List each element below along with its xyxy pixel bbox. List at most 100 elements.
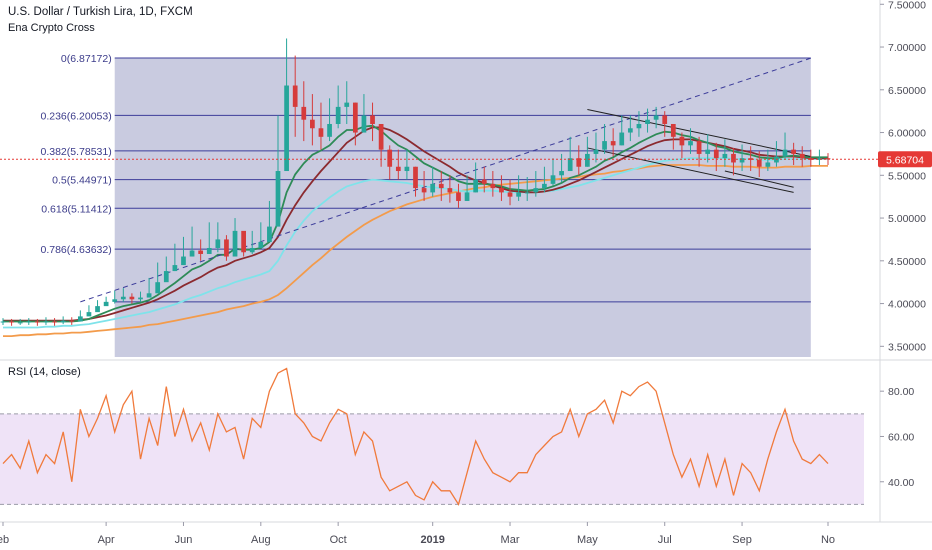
candle-body — [670, 123, 676, 137]
x-tick-label: eb — [0, 534, 9, 546]
candle-body — [550, 175, 556, 184]
candles — [0, 38, 831, 326]
candle-body — [421, 188, 427, 193]
candle-body — [318, 128, 324, 137]
candle-body — [593, 149, 599, 154]
fibonacci-retracement: 0(6.87172) 0.236(6.20053) 0.382(5.78531) 0.… — [40, 53, 811, 358]
candle-body — [395, 166, 401, 172]
candle-body — [335, 106, 341, 124]
candle-body — [533, 188, 539, 193]
candle-body — [542, 183, 547, 189]
candle-body — [9, 321, 14, 323]
candle-body — [782, 149, 788, 157]
candle-body — [739, 158, 745, 163]
candle-body — [404, 166, 410, 172]
candle-body — [344, 102, 350, 107]
candle-body — [378, 123, 384, 150]
fib-level-label: 0.236(6.20053) — [40, 110, 111, 122]
candle-body — [327, 123, 332, 137]
rsi-line — [2, 367, 829, 506]
x-tick-label: Oct — [330, 534, 347, 546]
candle-body — [292, 85, 298, 107]
rsi-pane-background — [0, 413, 864, 505]
candle-body — [688, 141, 693, 146]
rsi-tick-label: 60.00 — [888, 431, 914, 443]
price-tag-background — [878, 151, 932, 168]
candle-body — [602, 141, 607, 150]
rsi-tick-label: 40.00 — [888, 477, 914, 489]
x-tick-label: Jul — [658, 534, 672, 546]
y-tick-label: 5.50000 — [888, 170, 926, 182]
candle-body — [473, 179, 479, 193]
chart-title: U.S. Dollar / Turkish Lira, 1D, FXCM — [8, 6, 193, 18]
candle-body — [627, 128, 633, 133]
candle-body — [722, 153, 728, 159]
candle-body — [86, 312, 92, 317]
rsi-tick-label: 80.00 — [888, 386, 914, 398]
candle-body — [163, 271, 169, 283]
rsi-band — [0, 413, 864, 505]
sma-long-line — [3, 164, 828, 338]
candle-body — [112, 299, 118, 302]
candle-body — [662, 115, 668, 124]
candle-body — [301, 106, 307, 120]
x-tick-label: 2019 — [420, 534, 444, 546]
candle-body — [43, 321, 49, 323]
candle-body — [825, 158, 831, 160]
candle-body — [619, 132, 625, 146]
candle-body — [172, 265, 178, 272]
x-tick-label: Aug — [251, 534, 271, 546]
y-tick-label: 6.00000 — [888, 128, 926, 140]
candle-body — [241, 230, 246, 253]
candle-body — [559, 171, 564, 176]
candle-body — [138, 297, 143, 300]
y-tick-label: 5.00000 — [888, 213, 926, 225]
indicator-label: Ena Crypto Cross — [8, 22, 95, 34]
candle-body — [576, 158, 582, 167]
candle-body — [370, 115, 375, 124]
candle-body — [215, 239, 221, 248]
candle-body — [516, 192, 521, 197]
fib-level-label: 0.382(5.78531) — [40, 146, 111, 158]
candle-body — [69, 320, 75, 322]
candle-body — [636, 123, 642, 129]
last-price-label: 5.68704 — [886, 154, 924, 166]
candle-body — [481, 179, 487, 184]
candle-body — [249, 247, 255, 253]
candle-body — [430, 183, 436, 193]
candle-body — [206, 247, 212, 254]
trendlines — [80, 57, 811, 303]
candle-body — [817, 158, 822, 160]
candle-body — [748, 158, 754, 160]
candle-body — [284, 85, 289, 172]
candle-body — [610, 141, 616, 146]
candle-body — [413, 166, 418, 189]
candle-body — [705, 149, 711, 154]
candle-body — [653, 115, 659, 120]
y-tick-label: 4.00000 — [888, 299, 926, 311]
candle-body — [387, 149, 393, 167]
candle-body — [507, 192, 513, 197]
candle-body — [713, 149, 719, 159]
y-tick-label: 3.50000 — [888, 341, 926, 353]
candle-body — [0, 321, 6, 323]
candle-body — [120, 296, 126, 300]
candle-body — [464, 192, 470, 201]
rsi-title: RSI (14, close) — [8, 366, 81, 378]
trendline — [587, 108, 811, 157]
candle-body — [438, 183, 444, 189]
candle-body — [275, 171, 281, 227]
candle-body — [499, 188, 504, 193]
candle-body — [258, 241, 264, 248]
candle-body — [765, 162, 771, 167]
candle-body — [52, 321, 57, 323]
candle-body — [77, 316, 83, 322]
candle-body — [731, 153, 736, 163]
chart-header: U.S. Dollar / Turkish Lira, 1D, FXCM Ena… — [8, 4, 193, 36]
candle-body — [645, 119, 650, 124]
candle-body — [361, 115, 367, 133]
candle-body — [17, 322, 23, 324]
candle-body — [679, 136, 685, 146]
fib-level-label: 0.5(5.44971) — [52, 175, 112, 187]
